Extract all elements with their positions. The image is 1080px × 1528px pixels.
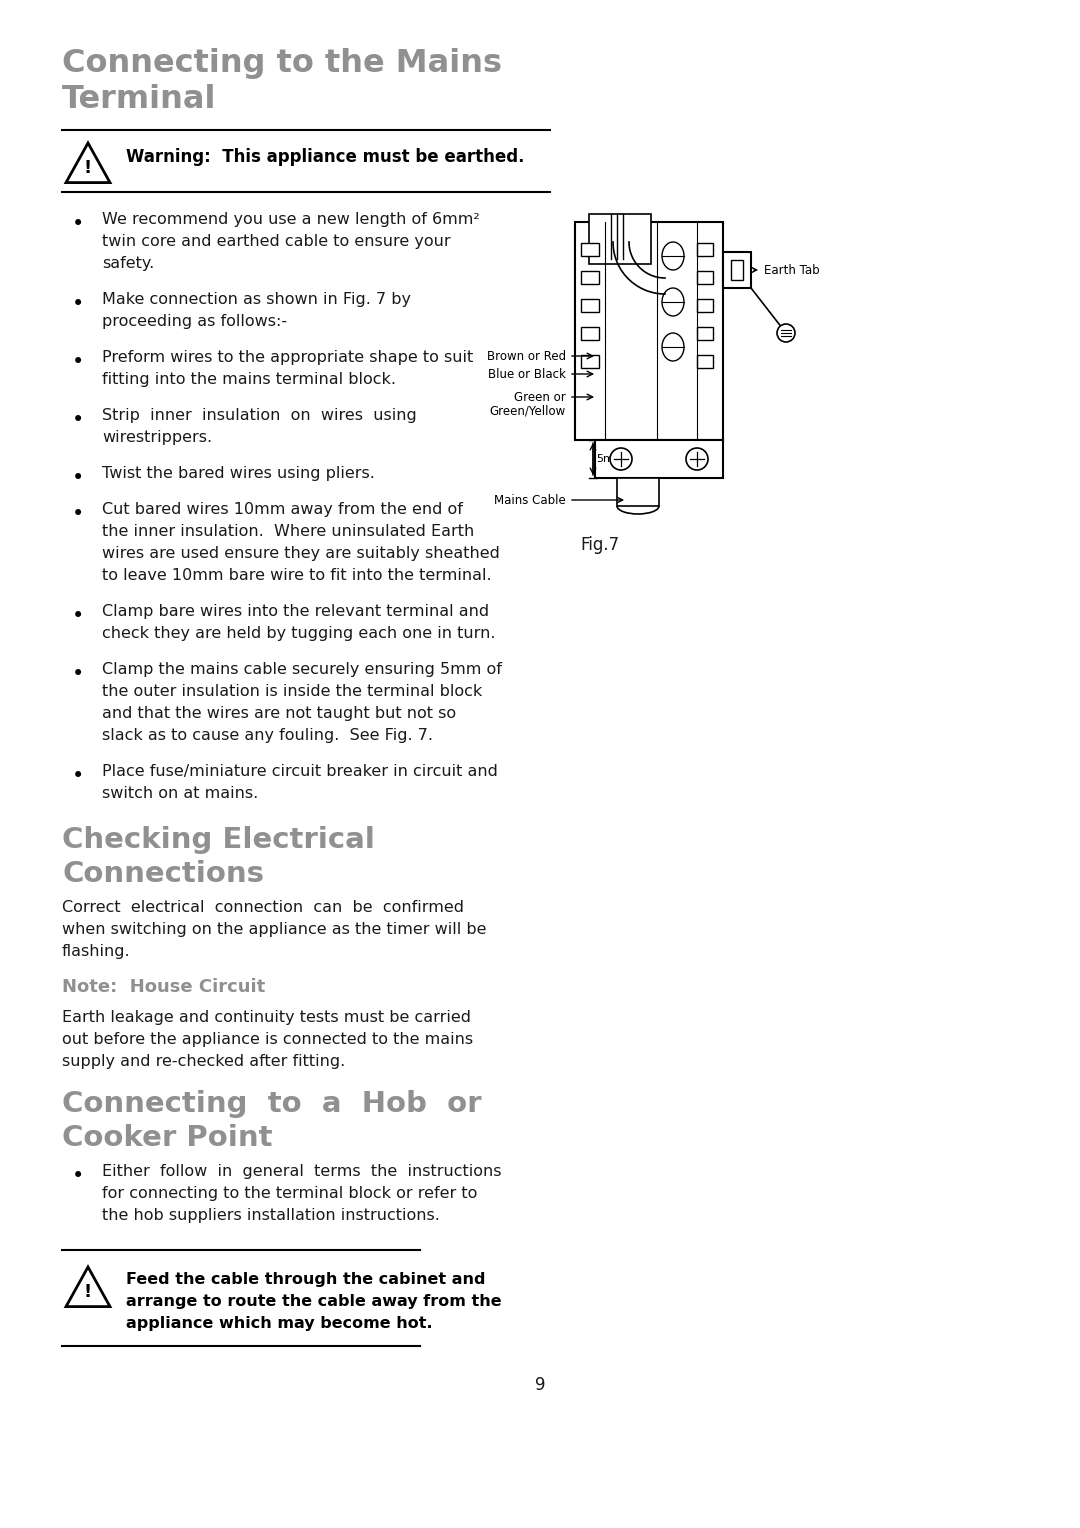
Text: !: ! bbox=[84, 159, 92, 177]
Text: wirestrippers.: wirestrippers. bbox=[102, 429, 212, 445]
Text: Correct  electrical  connection  can  be  confirmed: Correct electrical connection can be con… bbox=[62, 900, 464, 915]
Text: the outer insulation is inside the terminal block: the outer insulation is inside the termi… bbox=[102, 685, 483, 698]
Bar bbox=[617, 478, 659, 506]
Text: fitting into the mains terminal block.: fitting into the mains terminal block. bbox=[102, 371, 396, 387]
Ellipse shape bbox=[662, 333, 684, 361]
Text: Brown or Red: Brown or Red bbox=[487, 350, 566, 362]
Text: Connections: Connections bbox=[62, 860, 264, 888]
Text: 5mm: 5mm bbox=[596, 454, 624, 465]
Text: We recommend you use a new length of 6mm²: We recommend you use a new length of 6mm… bbox=[102, 212, 480, 228]
Text: switch on at mains.: switch on at mains. bbox=[102, 785, 258, 801]
Text: arrange to route the cable away from the: arrange to route the cable away from the bbox=[126, 1294, 501, 1309]
Bar bbox=[697, 243, 713, 257]
Text: Mains Cable: Mains Cable bbox=[495, 494, 566, 506]
Text: •: • bbox=[72, 766, 84, 785]
Text: Note:  House Circuit: Note: House Circuit bbox=[62, 978, 266, 996]
Text: the inner insulation.  Where uninsulated Earth: the inner insulation. Where uninsulated … bbox=[102, 524, 474, 539]
Text: Warning:  This appliance must be earthed.: Warning: This appliance must be earthed. bbox=[126, 148, 525, 167]
Circle shape bbox=[686, 448, 708, 471]
Text: Fig.7: Fig.7 bbox=[580, 536, 619, 555]
Text: slack as to cause any fouling.  See Fig. 7.: slack as to cause any fouling. See Fig. … bbox=[102, 727, 433, 743]
Text: Terminal: Terminal bbox=[62, 84, 216, 115]
Text: •: • bbox=[72, 504, 84, 524]
Text: !: ! bbox=[84, 1284, 92, 1302]
Bar bbox=[581, 243, 599, 257]
Bar bbox=[595, 440, 723, 478]
Bar bbox=[697, 354, 713, 368]
Text: Cooker Point: Cooker Point bbox=[62, 1125, 272, 1152]
Text: •: • bbox=[72, 293, 84, 313]
Text: Twist the bared wires using pliers.: Twist the bared wires using pliers. bbox=[102, 466, 375, 481]
Bar bbox=[697, 299, 713, 312]
Text: the hob suppliers installation instructions.: the hob suppliers installation instructi… bbox=[102, 1209, 440, 1222]
Text: Cut bared wires 10mm away from the end of: Cut bared wires 10mm away from the end o… bbox=[102, 503, 463, 516]
Circle shape bbox=[777, 324, 795, 342]
Text: when switching on the appliance as the timer will be: when switching on the appliance as the t… bbox=[62, 921, 486, 937]
Text: Place fuse/miniature circuit breaker in circuit and: Place fuse/miniature circuit breaker in … bbox=[102, 764, 498, 779]
Text: Connecting to the Mains: Connecting to the Mains bbox=[62, 47, 502, 79]
Text: safety.: safety. bbox=[102, 257, 154, 270]
Ellipse shape bbox=[662, 241, 684, 270]
Text: for connecting to the terminal block or refer to: for connecting to the terminal block or … bbox=[102, 1186, 477, 1201]
Text: Green or: Green or bbox=[514, 391, 566, 403]
Bar bbox=[723, 252, 751, 287]
Bar bbox=[697, 270, 713, 284]
Bar bbox=[581, 270, 599, 284]
Bar bbox=[581, 327, 599, 341]
Text: Strip  inner  insulation  on  wires  using: Strip inner insulation on wires using bbox=[102, 408, 417, 423]
Text: •: • bbox=[72, 665, 84, 685]
Text: •: • bbox=[72, 468, 84, 487]
Bar bbox=[731, 260, 743, 280]
Text: twin core and earthed cable to ensure your: twin core and earthed cable to ensure yo… bbox=[102, 234, 450, 249]
Text: •: • bbox=[72, 214, 84, 234]
Text: Either  follow  in  general  terms  the  instructions: Either follow in general terms the instr… bbox=[102, 1164, 501, 1180]
Text: and that the wires are not taught but not so: and that the wires are not taught but no… bbox=[102, 706, 456, 721]
Text: •: • bbox=[72, 1166, 84, 1186]
Text: 9: 9 bbox=[535, 1377, 545, 1394]
Text: proceeding as follows:-: proceeding as follows:- bbox=[102, 313, 287, 329]
Text: supply and re-checked after fitting.: supply and re-checked after fitting. bbox=[62, 1054, 346, 1070]
Bar bbox=[589, 214, 651, 264]
Text: Checking Electrical: Checking Electrical bbox=[62, 827, 375, 854]
Text: Preform wires to the appropriate shape to suit: Preform wires to the appropriate shape t… bbox=[102, 350, 473, 365]
Text: Green/Yellow: Green/Yellow bbox=[489, 403, 566, 417]
Bar bbox=[581, 354, 599, 368]
Text: to leave 10mm bare wire to fit into the terminal.: to leave 10mm bare wire to fit into the … bbox=[102, 568, 491, 584]
Text: Earth leakage and continuity tests must be carried: Earth leakage and continuity tests must … bbox=[62, 1010, 471, 1025]
Bar bbox=[581, 299, 599, 312]
Text: check they are held by tugging each one in turn.: check they are held by tugging each one … bbox=[102, 626, 496, 642]
Ellipse shape bbox=[662, 287, 684, 316]
Text: wires are used ensure they are suitably sheathed: wires are used ensure they are suitably … bbox=[102, 545, 500, 561]
Circle shape bbox=[610, 448, 632, 471]
Text: Earth Tab: Earth Tab bbox=[764, 263, 820, 277]
Bar bbox=[697, 327, 713, 341]
Text: •: • bbox=[72, 351, 84, 371]
Text: Clamp the mains cable securely ensuring 5mm of: Clamp the mains cable securely ensuring … bbox=[102, 662, 502, 677]
Text: Connecting  to  a  Hob  or: Connecting to a Hob or bbox=[62, 1089, 482, 1118]
Text: Clamp bare wires into the relevant terminal and: Clamp bare wires into the relevant termi… bbox=[102, 604, 489, 619]
Text: appliance which may become hot.: appliance which may become hot. bbox=[126, 1316, 433, 1331]
Text: Feed the cable through the cabinet and: Feed the cable through the cabinet and bbox=[126, 1271, 486, 1287]
Bar bbox=[575, 222, 723, 440]
Text: Blue or Black: Blue or Black bbox=[488, 368, 566, 380]
Text: •: • bbox=[72, 607, 84, 626]
Text: Make connection as shown in Fig. 7 by: Make connection as shown in Fig. 7 by bbox=[102, 292, 411, 307]
Text: •: • bbox=[72, 410, 84, 429]
Text: flashing.: flashing. bbox=[62, 944, 131, 960]
Text: out before the appliance is connected to the mains: out before the appliance is connected to… bbox=[62, 1031, 473, 1047]
